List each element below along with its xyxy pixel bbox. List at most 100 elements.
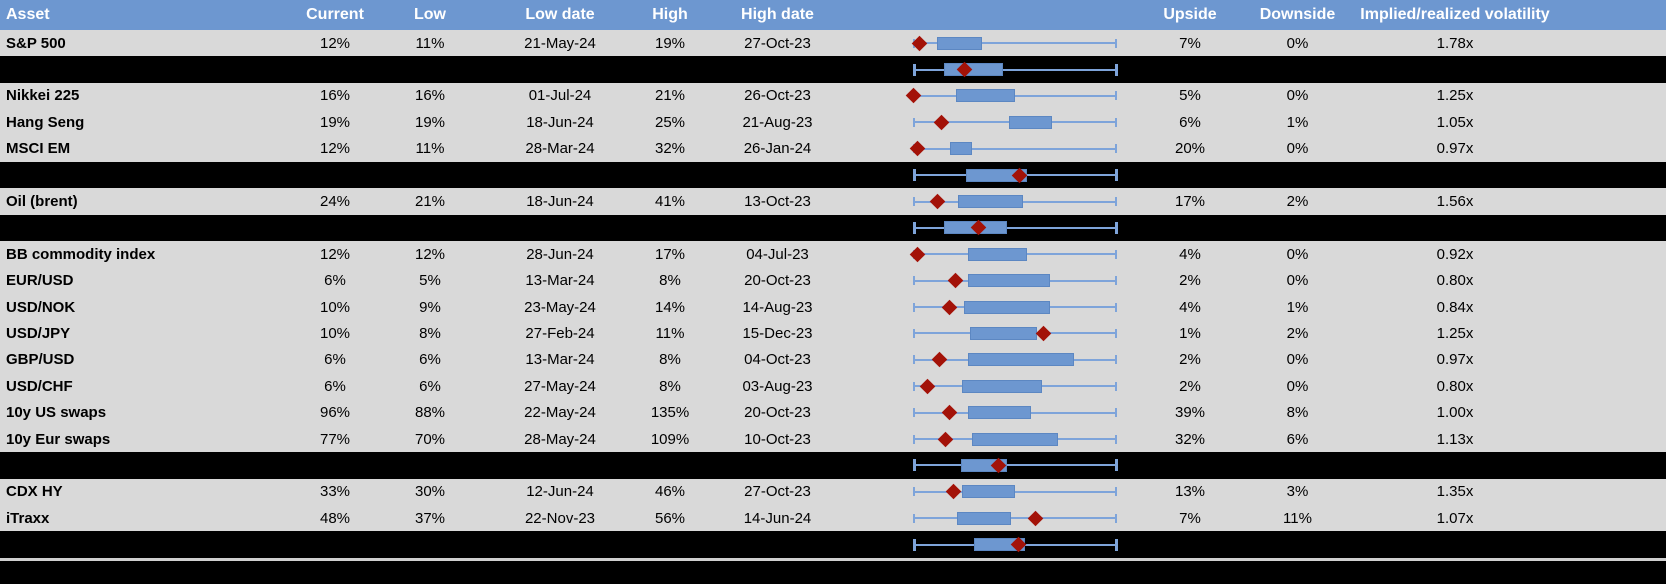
downside-cell: 0% — [1286, 140, 1309, 158]
current-cell: 48% — [319, 509, 351, 527]
column-header-downside: Downside — [1259, 6, 1336, 23]
high-date-cell: 04-Oct-23 — [744, 351, 811, 369]
table-row: USD/JPY 10% 8% 27-Feb-24 11% 15-Dec-23 1% 2% 1.2… — [0, 320, 1666, 347]
whisker-cap-left — [913, 221, 916, 234]
column-header-high: High — [652, 6, 688, 23]
whisker-cap-right — [1115, 38, 1117, 48]
table-row: GBP/USD 6% 6% 13-Mar-24 8% 04-Oct-23 2% 0% 0.97x — [0, 346, 1666, 374]
current-cell: 6% — [324, 377, 346, 395]
high-date-cell: 15-Dec-23 — [742, 324, 813, 342]
range-boxplot — [855, 320, 1135, 346]
high-cell: 17% — [654, 245, 686, 263]
column-header-low-date: Low date — [525, 6, 595, 23]
whisker-line — [913, 490, 1117, 493]
high-date-cell: 10-Oct-23 — [744, 430, 811, 448]
high-cell: 11% — [655, 324, 685, 342]
whisker-line — [913, 94, 1117, 97]
column-header-asset: Asset — [6, 6, 50, 23]
current-marker-diamond — [948, 272, 964, 289]
range-box — [964, 300, 1050, 314]
table-row: EUR/USD 6% 5% 13-Mar-24 8% 20-Oct-23 2% 0% 0.80x — [0, 267, 1666, 294]
current-cell: 33% — [319, 483, 351, 501]
asset-name-cell: 10y US swaps — [6, 404, 107, 422]
downside-cell: 11% — [1283, 509, 1312, 527]
whisker-cap-left — [913, 302, 915, 312]
downside-cell: 0% — [1286, 351, 1309, 369]
table-body: S&P 500 12% 11% 21-May-24 19% 27-Oct-23 7% 0% 1.… — [0, 30, 1666, 584]
range-boxplot — [855, 268, 1135, 294]
implied-realized-cell: 0.97x — [1436, 140, 1474, 158]
range-box — [943, 63, 1003, 77]
whisker-cap-left — [913, 459, 916, 472]
whisker-cap-left — [913, 381, 915, 391]
range-box — [1008, 115, 1052, 129]
whisker-line — [913, 42, 1117, 45]
whisker-cap-right — [1115, 487, 1117, 497]
whisker-cap-left — [913, 169, 916, 182]
high-date-cell: 04-Jul-23 — [746, 245, 809, 263]
current-marker-diamond — [933, 114, 950, 131]
table-row: BB commodity index 12% 12% 28-Jun-24 17% 04-J… — [0, 241, 1666, 268]
range-box — [961, 485, 1015, 499]
range-boxplot — [855, 215, 1135, 241]
whisker-cap-right — [1115, 197, 1117, 207]
whisker-cap-left — [913, 276, 915, 286]
separator-row — [0, 161, 1666, 189]
low-date-cell: 18-Jun-24 — [526, 193, 594, 211]
current-cell: 16% — [319, 87, 351, 105]
table-row: Nikkei 225 16% 16% 01-Jul-24 21% 26-Oct-23 5% 0… — [0, 82, 1666, 110]
high-cell: 8% — [659, 377, 681, 395]
whisker-line — [913, 226, 1117, 229]
whisker-cap-left — [913, 63, 916, 76]
high-cell: 32% — [654, 140, 686, 158]
table-row: Hang Seng 19% 19% 18-Jun-24 25% 21-Aug-23 6% 1%… — [0, 109, 1666, 136]
downside-cell: 0% — [1286, 87, 1309, 105]
current-marker-diamond — [941, 404, 958, 421]
low-date-cell: 22-Nov-23 — [524, 509, 596, 527]
asset-name-cell: BB commodity index — [6, 245, 156, 263]
implied-realized-cell: 1.05x — [1436, 113, 1474, 131]
high-cell: 56% — [654, 509, 686, 527]
whisker-line — [913, 464, 1117, 467]
low-cell: 30% — [414, 483, 446, 501]
high-cell: 14% — [654, 298, 686, 316]
high-date-cell: 27-Oct-23 — [744, 34, 811, 52]
upside-cell: 32% — [1174, 430, 1206, 448]
high-date-cell: 26-Jan-24 — [743, 140, 812, 158]
range-box — [955, 89, 1015, 103]
upside-cell: 5% — [1179, 87, 1201, 105]
upside-cell: 4% — [1179, 245, 1201, 263]
upside-cell: 7% — [1179, 34, 1201, 52]
table-row: 10y Eur swaps 77% 70% 28-May-24 109% 10-Oct-2… — [0, 425, 1666, 453]
low-date-cell: 13-Mar-24 — [525, 272, 595, 290]
high-date-cell: 20-Oct-23 — [744, 404, 811, 422]
downside-cell: 0% — [1286, 34, 1309, 52]
whisker-cap-right — [1115, 355, 1117, 365]
current-marker-diamond — [1035, 325, 1052, 342]
whisker-cap-left — [913, 513, 915, 523]
range-box — [949, 142, 973, 156]
downside-cell: 2% — [1286, 324, 1309, 342]
low-cell: 9% — [419, 298, 441, 316]
separator-row — [0, 452, 1666, 479]
current-cell: 10% — [319, 324, 351, 342]
low-date-cell: 27-May-24 — [524, 377, 596, 395]
range-boxplot — [855, 505, 1135, 531]
current-cell: 6% — [324, 272, 346, 290]
high-date-cell: 13-Oct-23 — [744, 193, 811, 211]
downside-cell: 1% — [1286, 113, 1309, 131]
low-date-cell: 18-Jun-24 — [526, 113, 594, 131]
implied-realized-cell: 1.25x — [1436, 87, 1474, 105]
current-marker-diamond — [937, 431, 954, 447]
table-row: CDX HY 33% 30% 12-Jun-24 46% 27-Oct-23 13% 3% 1.… — [0, 478, 1666, 506]
separator-row — [0, 531, 1666, 558]
downside-cell: 3% — [1286, 483, 1309, 501]
high-cell: 46% — [654, 483, 686, 501]
current-marker-diamond — [946, 484, 962, 500]
asset-name-cell: GBP/USD — [6, 351, 75, 369]
table-header-row: Asset Current Low Low date High High dat… — [0, 0, 1666, 30]
range-boxplot — [855, 347, 1135, 373]
range-boxplot — [855, 479, 1135, 505]
implied-realized-cell: 0.92x — [1436, 245, 1474, 263]
high-date-cell: 26-Oct-23 — [744, 87, 811, 105]
